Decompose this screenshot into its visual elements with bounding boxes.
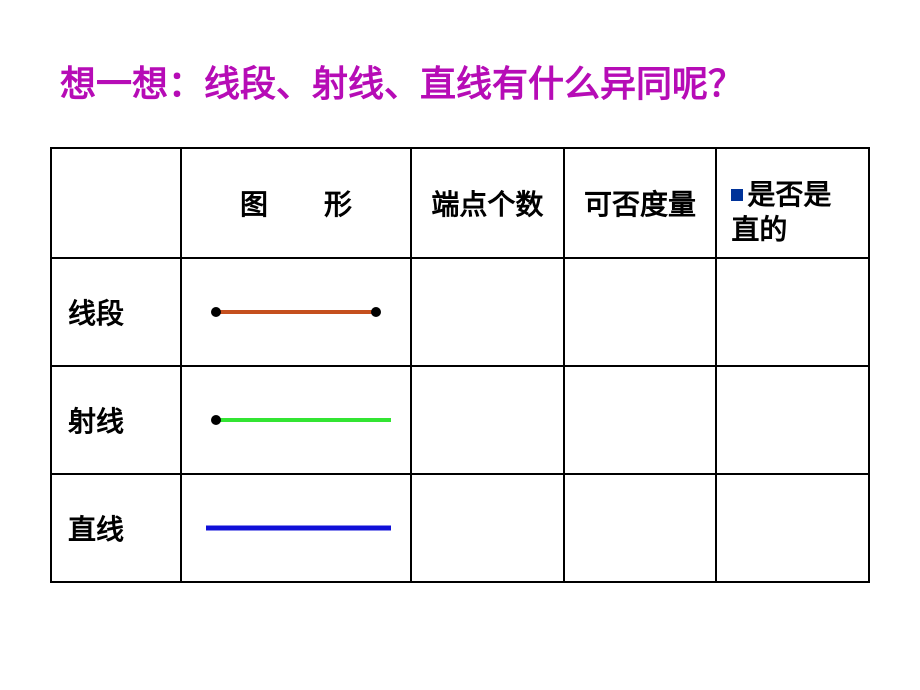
ray-shape xyxy=(196,400,396,440)
header-shape: 图 形 xyxy=(181,148,411,258)
row-label-segment: 线段 xyxy=(51,258,181,366)
cell-ray-measurable xyxy=(564,366,717,474)
header-endpoints: 端点个数 xyxy=(411,148,564,258)
shape-segment-cell xyxy=(181,258,411,366)
table-row: 射线 xyxy=(51,366,869,474)
page-title: 想一想：线段、射线、直线有什么异同呢？ xyxy=(50,55,870,107)
header-empty xyxy=(51,148,181,258)
shape-ray-cell xyxy=(181,366,411,474)
table-row: 线段 xyxy=(51,258,869,366)
cell-segment-measurable xyxy=(564,258,717,366)
bullet-icon xyxy=(731,189,743,201)
cell-ray-straight xyxy=(716,366,869,474)
header-measurable: 可否度量 xyxy=(564,148,717,258)
cell-segment-straight xyxy=(716,258,869,366)
header-straight: 是否是直的 xyxy=(716,148,869,258)
comparison-table: 图 形 端点个数 可否度量 是否是直的 线段 射线 直线 xyxy=(50,147,870,583)
cell-ray-endpoints xyxy=(411,366,564,474)
line-shape xyxy=(196,508,396,548)
table-header-row: 图 形 端点个数 可否度量 是否是直的 xyxy=(51,148,869,258)
segment-shape xyxy=(196,292,396,332)
row-label-line: 直线 xyxy=(51,474,181,582)
cell-line-measurable xyxy=(564,474,717,582)
row-label-ray: 射线 xyxy=(51,366,181,474)
header-straight-text: 是否是直的 xyxy=(731,179,831,245)
cell-line-straight xyxy=(716,474,869,582)
shape-line-cell xyxy=(181,474,411,582)
cell-line-endpoints xyxy=(411,474,564,582)
cell-segment-endpoints xyxy=(411,258,564,366)
table-row: 直线 xyxy=(51,474,869,582)
